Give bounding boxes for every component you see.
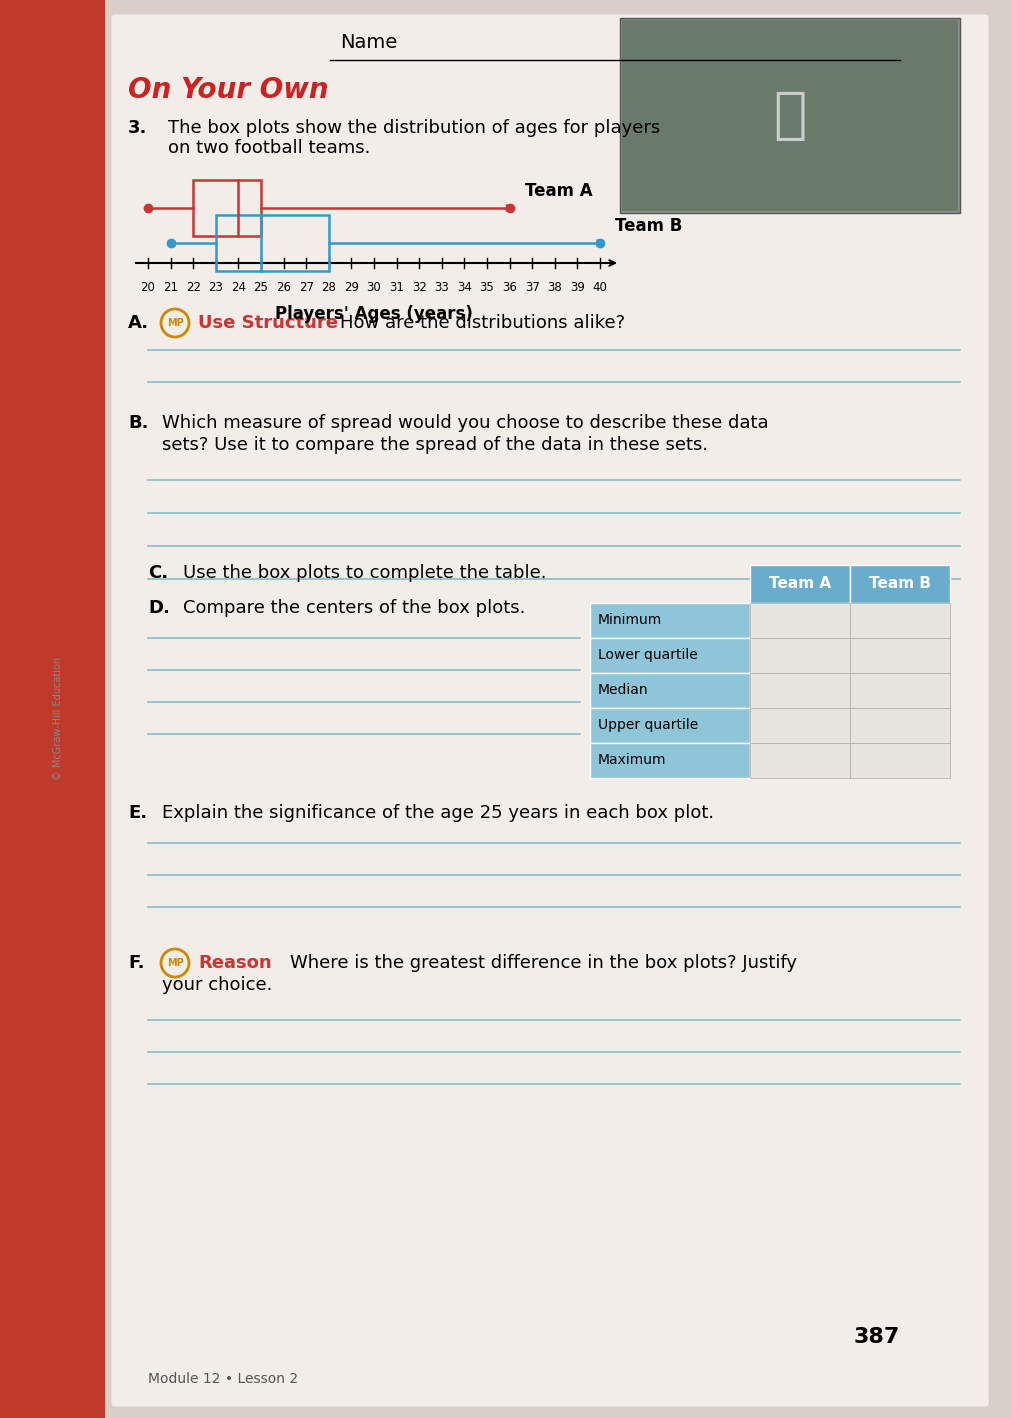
- Bar: [850, 708, 950, 743]
- Text: Use the box plots to complete the table.: Use the box plots to complete the table.: [183, 564, 547, 581]
- Text: F.: F.: [128, 954, 145, 971]
- Text: 21: 21: [163, 281, 178, 294]
- Bar: [620, 18, 960, 213]
- Text: Where is the greatest difference in the box plots? Justify: Where is the greatest difference in the …: [290, 954, 797, 971]
- Text: Team A: Team A: [769, 577, 831, 591]
- Text: Name: Name: [340, 33, 397, 52]
- Text: ⚽: ⚽: [773, 89, 807, 143]
- Bar: [590, 674, 750, 708]
- Bar: [850, 674, 950, 708]
- Bar: [215, 216, 329, 271]
- Text: 31: 31: [389, 281, 404, 294]
- FancyBboxPatch shape: [111, 14, 989, 1407]
- Text: 27: 27: [298, 281, 313, 294]
- Text: Module 12 • Lesson 2: Module 12 • Lesson 2: [148, 1373, 298, 1385]
- Bar: [850, 564, 950, 603]
- Text: Explain the significance of the age 25 years in each box plot.: Explain the significance of the age 25 y…: [162, 804, 714, 822]
- Text: 33: 33: [435, 281, 449, 294]
- Bar: [750, 564, 850, 603]
- Text: 20: 20: [141, 281, 156, 294]
- Text: C.: C.: [148, 564, 168, 581]
- Text: Players' Ages (years): Players' Ages (years): [275, 305, 473, 323]
- Text: your choice.: your choice.: [162, 976, 272, 994]
- Text: Reason: Reason: [198, 954, 272, 971]
- Text: 25: 25: [254, 281, 269, 294]
- Text: Maximum: Maximum: [598, 753, 666, 767]
- Bar: [750, 603, 850, 638]
- Bar: [0, 0, 105, 1418]
- Bar: [850, 638, 950, 674]
- Text: On Your Own: On Your Own: [128, 77, 329, 104]
- Text: Team A: Team A: [525, 182, 592, 200]
- Text: Median: Median: [598, 683, 649, 698]
- Text: on two football teams.: on two football teams.: [168, 139, 370, 157]
- Text: E.: E.: [128, 804, 148, 822]
- Text: MP: MP: [167, 318, 183, 328]
- Text: 3.: 3.: [128, 119, 148, 138]
- Bar: [590, 708, 750, 743]
- Text: 35: 35: [479, 281, 494, 294]
- Text: Lower quartile: Lower quartile: [598, 648, 698, 662]
- Bar: [750, 708, 850, 743]
- Bar: [850, 743, 950, 778]
- Bar: [590, 603, 750, 638]
- Bar: [850, 603, 950, 638]
- Text: 40: 40: [592, 281, 608, 294]
- Text: Which measure of spread would you choose to describe these data: Which measure of spread would you choose…: [162, 414, 768, 432]
- Text: Team B: Team B: [869, 577, 931, 591]
- Bar: [193, 180, 261, 235]
- Text: 23: 23: [208, 281, 223, 294]
- Text: 29: 29: [344, 281, 359, 294]
- Bar: [750, 743, 850, 778]
- Bar: [750, 638, 850, 674]
- Text: Team B: Team B: [615, 217, 682, 235]
- Text: Minimum: Minimum: [598, 614, 662, 628]
- Text: 387: 387: [853, 1327, 900, 1347]
- Bar: [622, 20, 958, 211]
- Bar: [590, 638, 750, 674]
- Text: 30: 30: [367, 281, 381, 294]
- Text: 39: 39: [570, 281, 584, 294]
- Text: D.: D.: [148, 598, 170, 617]
- Text: 32: 32: [411, 281, 427, 294]
- Text: 37: 37: [525, 281, 540, 294]
- Text: Upper quartile: Upper quartile: [598, 719, 699, 733]
- Text: B.: B.: [128, 414, 149, 432]
- Text: How are the distributions alike?: How are the distributions alike?: [340, 313, 625, 332]
- Text: 28: 28: [321, 281, 337, 294]
- Text: 36: 36: [502, 281, 517, 294]
- Text: sets? Use it to compare the spread of the data in these sets.: sets? Use it to compare the spread of th…: [162, 435, 708, 454]
- Bar: [590, 743, 750, 778]
- Text: 22: 22: [186, 281, 201, 294]
- Text: A.: A.: [128, 313, 150, 332]
- Text: 24: 24: [231, 281, 246, 294]
- Bar: [750, 674, 850, 708]
- Text: 26: 26: [276, 281, 291, 294]
- Text: The box plots show the distribution of ages for players: The box plots show the distribution of a…: [168, 119, 660, 138]
- Text: MP: MP: [167, 959, 183, 968]
- Text: © McGraw-Hill Education: © McGraw-Hill Education: [53, 657, 63, 780]
- Text: Compare the centers of the box plots.: Compare the centers of the box plots.: [183, 598, 526, 617]
- Text: Use Structure: Use Structure: [198, 313, 338, 332]
- Text: 34: 34: [457, 281, 472, 294]
- Text: 38: 38: [547, 281, 562, 294]
